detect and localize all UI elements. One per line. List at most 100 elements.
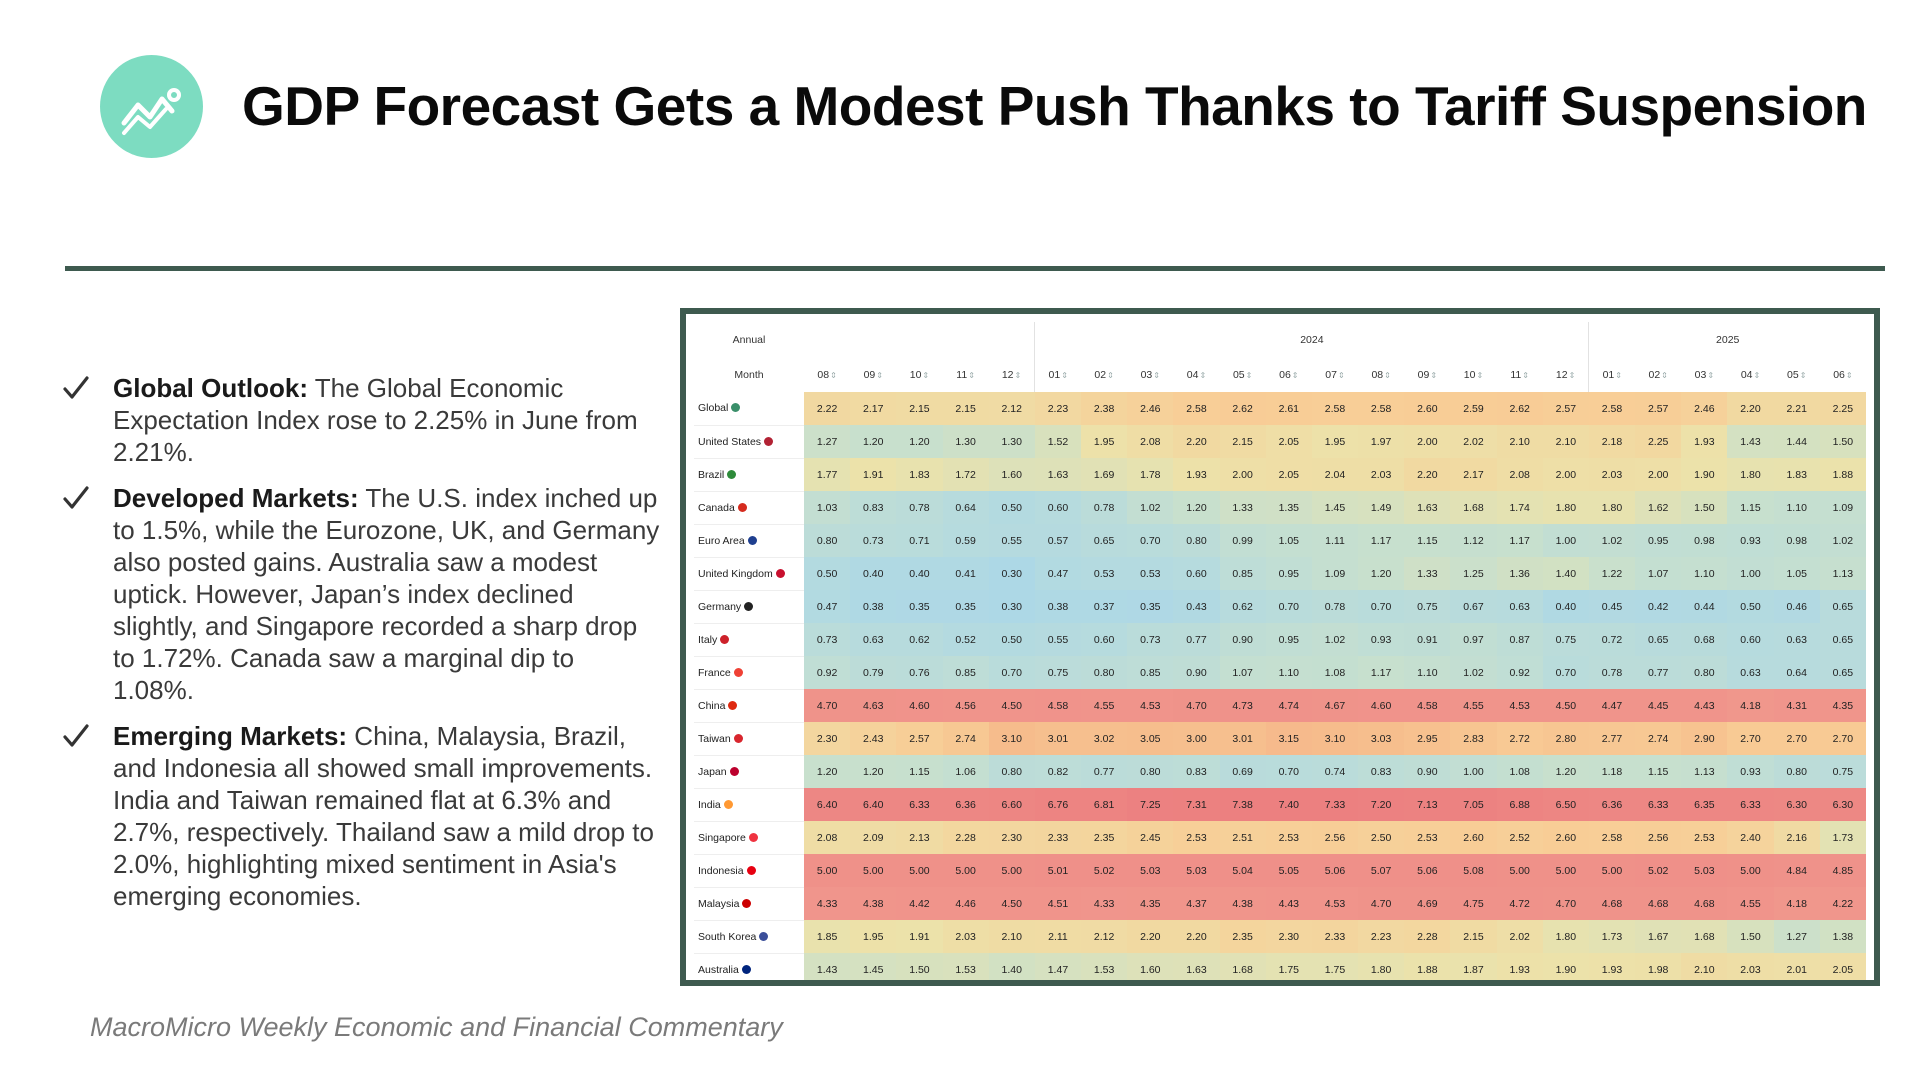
heatmap-cell: 1.08: [1311, 656, 1359, 689]
heatmap-cell: 1.07: [1219, 656, 1266, 689]
month-column-header[interactable]: 08⇕: [804, 357, 851, 392]
header-row-month: Month 08⇕ 09⇕ 10⇕ 11⇕ 12⇕ 01⇕ 02⇕ 03⇕ 04⇕ 05⇕ 06⇕ 07…: [694, 357, 1866, 392]
sort-icon[interactable]: ⇕: [1753, 370, 1761, 380]
heatmap-cell: 1.05: [1773, 557, 1820, 590]
sort-icon[interactable]: ⇕: [922, 370, 930, 380]
month-column-header[interactable]: 06⇕: [1819, 357, 1866, 392]
heatmap-cell: 0.85: [1219, 557, 1266, 590]
heatmap-cell: 2.08: [1496, 458, 1543, 491]
month-column-header[interactable]: 10⇕: [1450, 357, 1497, 392]
heatmap-cell: 1.43: [804, 953, 851, 980]
heatmap-cell: 2.60: [1542, 821, 1589, 854]
heatmap-cell: 1.06: [942, 755, 989, 788]
heatmap-cell: 0.40: [896, 557, 943, 590]
heatmap-cell: 2.20: [1127, 920, 1174, 953]
flag-icon: [775, 568, 785, 578]
month-column-header[interactable]: 03⇕: [1127, 357, 1174, 392]
heatmap-cell: 4.50: [988, 689, 1035, 722]
heatmap-cell: 5.00: [896, 854, 943, 887]
month-column-header[interactable]: 04⇕: [1173, 357, 1220, 392]
month-column-header[interactable]: 04⇕: [1727, 357, 1774, 392]
sort-icon[interactable]: ⇕: [1476, 370, 1484, 380]
heatmap-cell: 0.80: [1081, 656, 1128, 689]
heatmap-cell: 2.04: [1311, 458, 1359, 491]
heatmap-cell: 0.70: [1542, 656, 1589, 689]
heatmap-cell: 2.05: [1265, 425, 1312, 458]
sort-icon[interactable]: ⇕: [830, 370, 837, 380]
sort-icon[interactable]: ⇕: [1661, 370, 1668, 380]
month-column-header[interactable]: 02⇕: [1635, 357, 1682, 392]
month-column-header[interactable]: 12⇕: [988, 357, 1035, 392]
year-group-header: 2024: [1034, 322, 1589, 357]
sort-icon[interactable]: ⇕: [1199, 370, 1207, 380]
sort-icon[interactable]: ⇕: [1061, 370, 1068, 380]
sort-icon[interactable]: ⇕: [1291, 370, 1299, 380]
sort-icon[interactable]: ⇕: [1384, 370, 1391, 380]
sort-icon[interactable]: ⇕: [1799, 370, 1807, 380]
heatmap-cell: 1.33: [1219, 491, 1266, 524]
sort-icon[interactable]: ⇕: [876, 370, 883, 380]
sort-icon[interactable]: ⇕: [1107, 370, 1114, 380]
heatmap-cell: 3.15: [1265, 722, 1312, 755]
heatmap-cell: 2.13: [896, 821, 943, 854]
month-column-header[interactable]: 01⇕: [1588, 357, 1636, 392]
heatmap-cell: 0.70: [1127, 524, 1174, 557]
month-column-header[interactable]: 01⇕: [1034, 357, 1082, 392]
heatmap-cell: 4.68: [1635, 887, 1682, 920]
heatmap-cell: 7.40: [1265, 788, 1312, 821]
heatmap-cell: 1.02: [1819, 524, 1866, 557]
flag-icon: [729, 766, 739, 776]
month-column-header[interactable]: 09⇕: [850, 357, 897, 392]
sort-icon[interactable]: ⇕: [1245, 370, 1253, 380]
heatmap-cell: 2.05: [1819, 953, 1866, 980]
heatmap-cell: 4.38: [850, 887, 897, 920]
month-column-header[interactable]: 12⇕: [1542, 357, 1589, 392]
month-column-header[interactable]: 09⇕: [1404, 357, 1451, 392]
month-column-header[interactable]: 11⇕: [1496, 357, 1543, 392]
month-column-header[interactable]: 08⇕: [1358, 357, 1405, 392]
heatmap-cell: 4.45: [1635, 689, 1682, 722]
month-column-header[interactable]: 02⇕: [1081, 357, 1128, 392]
heatmap-cell: 1.45: [1311, 491, 1359, 524]
row-label: Taiwan: [694, 722, 804, 756]
heatmap-cell: 0.60: [1173, 557, 1220, 590]
heatmap-cell: 2.57: [1542, 392, 1589, 425]
sort-icon[interactable]: ⇕: [1337, 370, 1345, 380]
month-column-header[interactable]: 05⇕: [1219, 357, 1266, 392]
heatmap-cell: 1.27: [1773, 920, 1820, 953]
heatmap-cell: 0.45: [1588, 590, 1636, 623]
heatmap-cell: 7.20: [1358, 788, 1405, 821]
sort-icon[interactable]: ⇕: [1568, 370, 1576, 380]
sort-icon[interactable]: ⇕: [1153, 370, 1160, 380]
heatmap-cell: 1.62: [1635, 491, 1682, 524]
sort-icon[interactable]: ⇕: [1014, 370, 1022, 380]
heatmap-cell: 4.37: [1173, 887, 1220, 920]
heatmap-cell: 0.71: [896, 524, 943, 557]
row-label: Euro Area: [694, 524, 804, 558]
heatmap-cell: 3.10: [1311, 722, 1359, 755]
sort-icon[interactable]: ⇕: [1522, 370, 1529, 380]
table-row: Indonesia 5.00 5.00 5.00 5.00 5.00 5.01 5.02 5.0…: [694, 854, 1866, 888]
heatmap-cell: 2.20: [1727, 392, 1774, 425]
month-column-header[interactable]: 07⇕: [1311, 357, 1359, 392]
sort-icon[interactable]: ⇕: [1430, 370, 1438, 380]
heatmap-cell: 4.18: [1773, 887, 1820, 920]
month-column-header[interactable]: 10⇕: [896, 357, 943, 392]
sort-icon[interactable]: ⇕: [1707, 370, 1715, 380]
heatmap-cell: 0.82: [1034, 755, 1082, 788]
sort-icon[interactable]: ⇕: [1845, 370, 1853, 380]
month-column-header[interactable]: 06⇕: [1265, 357, 1312, 392]
heatmap-cell: 2.57: [1635, 392, 1682, 425]
heatmap-cell: 5.05: [1265, 854, 1312, 887]
heatmap-cell: 1.15: [1727, 491, 1774, 524]
heatmap-cell: 1.13: [1681, 755, 1728, 788]
heatmap-cell: 1.15: [1404, 524, 1451, 557]
sort-icon[interactable]: ⇕: [968, 370, 975, 380]
heatmap-cell: 0.73: [1127, 623, 1174, 656]
heatmap-cell: 6.40: [804, 788, 851, 821]
sort-icon[interactable]: ⇕: [1615, 370, 1622, 380]
month-column-header[interactable]: 03⇕: [1681, 357, 1728, 392]
month-column-header[interactable]: 05⇕: [1773, 357, 1820, 392]
heatmap-cell: 6.30: [1819, 788, 1866, 821]
month-column-header[interactable]: 11⇕: [942, 357, 989, 392]
